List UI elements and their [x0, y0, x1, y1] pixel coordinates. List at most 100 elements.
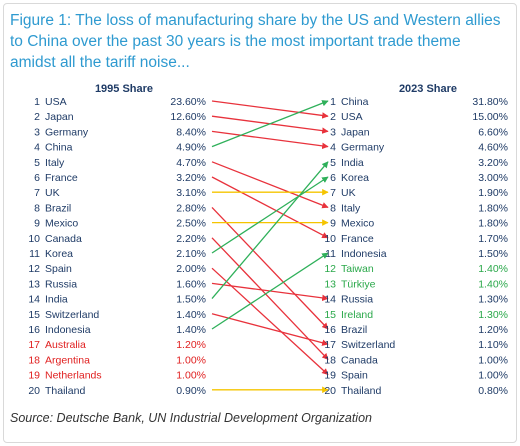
- left-country: Germany: [45, 126, 89, 138]
- right-country: Canada: [341, 354, 378, 366]
- rank-change-arrow: [211, 252, 329, 330]
- left-country: Argentina: [45, 354, 90, 366]
- right-rank: 20: [324, 385, 336, 397]
- right-country: Türkiye: [341, 278, 376, 290]
- right-share: 1.30%: [478, 309, 508, 321]
- left-share: 1.50%: [176, 294, 206, 306]
- rank-change-arrow: [211, 237, 329, 360]
- left-share: 4.90%: [176, 142, 206, 154]
- left-rank: 3: [34, 126, 40, 138]
- left-share: 8.40%: [176, 126, 206, 138]
- left-share: 2.20%: [176, 233, 206, 245]
- rank-change-arrow: [211, 130, 329, 150]
- left-rank: 15: [28, 309, 40, 321]
- right-country: Switzerland: [341, 339, 395, 351]
- right-rank: 19: [324, 370, 336, 382]
- right-rank: 11: [325, 248, 336, 260]
- left-country: Thailand: [45, 385, 85, 397]
- rank-change-arrow: [211, 161, 329, 300]
- rows-group: 1 USA 23.60% 2 Japan 12.60% 3 Germany 8.40% 4 Chin…: [28, 96, 508, 397]
- right-country: Ireland: [341, 309, 373, 321]
- left-share: 3.10%: [176, 187, 206, 199]
- left-share: 1.60%: [176, 278, 206, 290]
- right-country: Japan: [341, 126, 370, 138]
- right-share: 6.60%: [478, 126, 508, 138]
- left-rank: 1: [34, 96, 40, 108]
- right-share: 15.00%: [472, 111, 508, 123]
- left-share: 3.20%: [176, 172, 206, 184]
- left-rank: 17: [28, 339, 40, 351]
- left-share: 4.70%: [176, 157, 206, 169]
- left-rank: 18: [28, 354, 40, 366]
- right-share: 1.40%: [478, 263, 508, 275]
- left-rank: 7: [34, 187, 40, 199]
- left-country: Russia: [45, 278, 77, 290]
- left-share: 1.20%: [176, 339, 206, 351]
- left-rank: 8: [34, 202, 40, 214]
- right-rank: 4: [330, 142, 336, 154]
- left-rank: 6: [34, 172, 40, 184]
- right-share: 1.00%: [478, 370, 508, 382]
- right-share: 1.70%: [478, 233, 508, 245]
- left-share: 2.10%: [176, 248, 206, 260]
- right-country: Germany: [341, 142, 385, 154]
- right-share: 1.80%: [478, 218, 508, 230]
- chart-frame: [3, 3, 517, 443]
- left-rank: 11: [29, 248, 40, 260]
- right-share: 31.80%: [472, 96, 508, 108]
- right-share: 1.50%: [478, 248, 508, 260]
- right-rank: 9: [330, 218, 336, 230]
- rank-change-arrow: [211, 267, 329, 376]
- left-share: 2.50%: [176, 218, 206, 230]
- left-country: Mexico: [45, 218, 78, 230]
- right-rank: 14: [324, 294, 336, 306]
- right-country: USA: [341, 111, 363, 123]
- right-country: Spain: [341, 370, 368, 382]
- chart-title: Figure 1: The loss of manufacturing shar…: [10, 12, 501, 71]
- right-share: 1.20%: [478, 324, 508, 336]
- right-rank: 6: [330, 172, 336, 184]
- right-share: 3.20%: [478, 157, 508, 169]
- right-country: Korea: [341, 172, 369, 184]
- left-rank: 13: [28, 278, 40, 290]
- rank-change-arrow: [211, 313, 329, 346]
- right-share: 1.30%: [478, 294, 508, 306]
- right-header: 2023 Share: [399, 83, 457, 95]
- right-rank: 10: [324, 233, 336, 245]
- source-note: Source: Deutsche Bank, UN Industrial Dev…: [10, 411, 372, 425]
- right-country: Italy: [341, 202, 361, 214]
- left-country: India: [45, 294, 68, 306]
- right-rank: 18: [324, 354, 336, 366]
- left-country: Switzerland: [45, 309, 99, 321]
- left-country: Spain: [45, 263, 72, 275]
- right-country: Brazil: [341, 324, 367, 336]
- left-country: Japan: [45, 111, 74, 123]
- right-rank: 3: [330, 126, 336, 138]
- left-share: 12.60%: [170, 111, 206, 123]
- right-country: Mexico: [341, 218, 374, 230]
- right-country: UK: [341, 187, 356, 199]
- left-rank: 2: [34, 111, 40, 123]
- left-country: Brazil: [45, 202, 71, 214]
- left-country: France: [45, 172, 78, 184]
- rank-change-arrow: [211, 100, 329, 119]
- left-rank: 19: [28, 370, 40, 382]
- rank-change-arrow: [211, 176, 329, 239]
- left-rank: 10: [28, 233, 40, 245]
- left-rank: 9: [34, 218, 40, 230]
- right-country: India: [341, 157, 364, 169]
- rank-change-arrow: [211, 161, 329, 209]
- right-rank: 17: [324, 339, 336, 351]
- left-share: 1.40%: [176, 324, 206, 336]
- right-share: 0.80%: [478, 385, 508, 397]
- left-country: Indonesia: [45, 324, 91, 336]
- right-rank: 8: [330, 202, 336, 214]
- left-share: 2.80%: [176, 202, 206, 214]
- left-header: 1995 Share: [95, 83, 153, 95]
- arrows-group: [211, 100, 329, 394]
- rank-change-arrow: [211, 206, 329, 330]
- left-rank: 14: [28, 294, 40, 306]
- left-share: 1.00%: [176, 354, 206, 366]
- left-country: Italy: [45, 157, 65, 169]
